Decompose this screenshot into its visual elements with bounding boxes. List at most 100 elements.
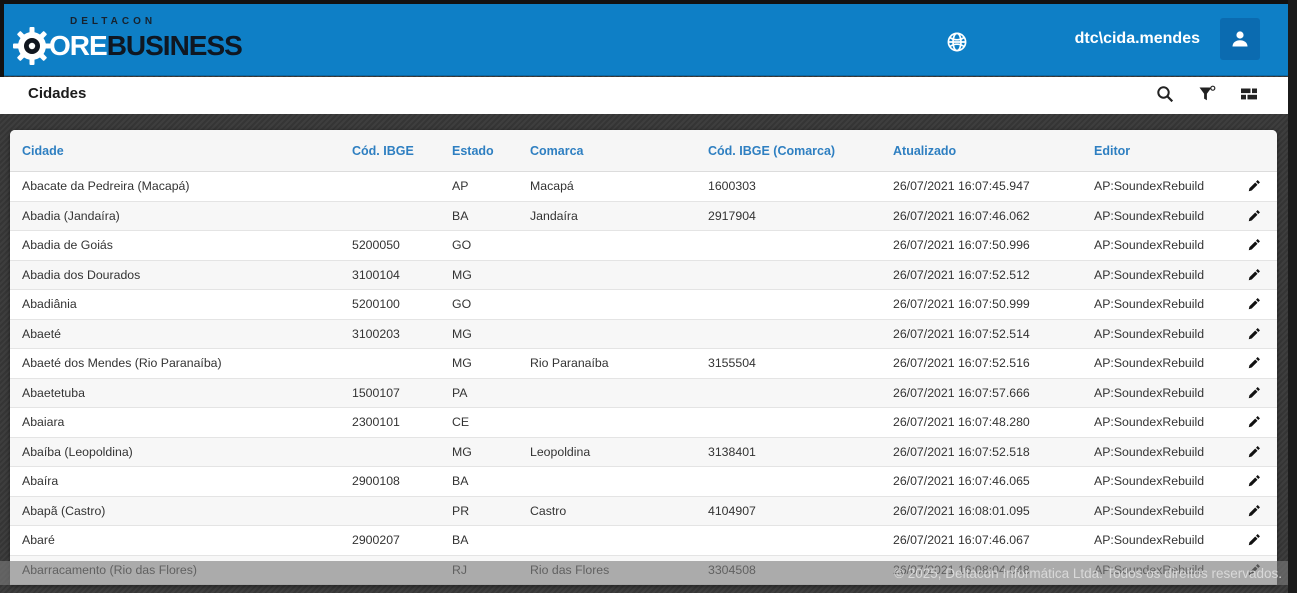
cell-cod-ibge: 5200050 (352, 238, 400, 253)
table-row[interactable]: Abaíba (Leopoldina) MG Leopoldina 313840… (10, 437, 1277, 467)
table-row[interactable]: Abaíra 2900108 BA 26/07/2021 16:07:46.06… (10, 467, 1277, 497)
cell-atualizado: 26/07/2021 16:07:46.065 (893, 474, 1030, 489)
brand-business-text: BUSINESS (106, 30, 243, 61)
cell-cidade: Abadia (Jandaíra) (22, 208, 120, 223)
cell-estado: MG (452, 326, 472, 341)
edit-icon[interactable] (1247, 474, 1261, 488)
table-row[interactable]: Abaiara 2300101 CE 26/07/2021 16:07:48.2… (10, 408, 1277, 438)
cell-editor: AP:SoundexRebuild (1094, 474, 1205, 489)
filter-icon[interactable] (1198, 85, 1216, 103)
cell-estado: BA (452, 474, 469, 489)
cell-cidade: Abaiara (22, 415, 65, 430)
cell-cod-ibge: 2300101 (352, 415, 400, 430)
column-header-atualizado[interactable]: Atualizado (893, 143, 957, 158)
cell-cidade: Abaíra (22, 474, 59, 489)
table-row[interactable]: Abadia (Jandaíra) BA Jandaíra 2917904 26… (10, 201, 1277, 231)
cell-cidade: Abadia dos Dourados (22, 267, 141, 282)
edit-icon[interactable] (1247, 238, 1261, 252)
cell-editor: AP:SoundexRebuild (1094, 533, 1205, 548)
cell-cidade: Abaré (22, 533, 55, 548)
cell-atualizado: 26/07/2021 16:07:50.996 (893, 238, 1030, 253)
cell-editor: AP:SoundexRebuild (1094, 503, 1205, 518)
cell-atualizado: 26/07/2021 16:08:01.095 (893, 503, 1030, 518)
table-row[interactable]: Abadiânia 5200100 GO 26/07/2021 16:07:50… (10, 290, 1277, 320)
table-row[interactable]: Abapã (Castro) PR Castro 4104907 26/07/2… (10, 496, 1277, 526)
edit-icon[interactable] (1247, 179, 1261, 193)
cell-atualizado: 26/07/2021 16:07:57.666 (893, 385, 1030, 400)
gear-logo-icon (13, 27, 51, 65)
cell-editor: AP:SoundexRebuild (1094, 444, 1205, 459)
table-row[interactable]: Abacate da Pedreira (Macapá) AP Macapá 1… (10, 172, 1277, 202)
user-menu-button[interactable] (1220, 18, 1260, 60)
cell-cod-ibge: 3100203 (352, 326, 400, 341)
cell-cod-ibge: 3100104 (352, 267, 400, 282)
edit-icon[interactable] (1247, 297, 1261, 311)
cell-cidade: Abaeté (22, 326, 61, 341)
edit-icon[interactable] (1247, 268, 1261, 282)
cell-atualizado: 26/07/2021 16:07:48.280 (893, 415, 1030, 430)
cell-editor: AP:SoundexRebuild (1094, 179, 1205, 194)
cell-editor: AP:SoundexRebuild (1094, 238, 1205, 253)
cell-cidade: Abacate da Pedreira (Macapá) (22, 179, 190, 194)
cell-cod-ibge-comarca: 1600303 (708, 179, 756, 194)
edit-icon[interactable] (1247, 415, 1261, 429)
edit-icon[interactable] (1247, 533, 1261, 547)
cell-editor: AP:SoundexRebuild (1094, 208, 1205, 223)
cell-editor: AP:SoundexRebuild (1094, 267, 1205, 282)
cell-estado: PA (452, 385, 468, 400)
table-row[interactable]: Abadia dos Dourados 3100104 MG 26/07/202… (10, 260, 1277, 290)
table-row[interactable]: Abaetetuba 1500107 PA 26/07/2021 16:07:5… (10, 378, 1277, 408)
edit-icon[interactable] (1247, 327, 1261, 341)
table-row[interactable]: Abaré 2900207 BA 26/07/2021 16:07:46.067… (10, 526, 1277, 556)
cell-cod-ibge: 2900207 (352, 533, 400, 548)
globe-icon[interactable] (946, 31, 968, 53)
column-header-estado[interactable]: Estado (452, 143, 494, 158)
column-header-cod-ibge[interactable]: Cód. IBGE (352, 143, 414, 158)
app-header: DELTACON (0, 4, 1288, 76)
table-header-row: Cidade Cód. IBGE Estado Comarca Cód. IBG… (10, 130, 1277, 172)
cell-estado: MG (452, 356, 472, 371)
window-edge-top (0, 0, 1297, 4)
corebusiness-logo[interactable]: DELTACON (10, 14, 243, 70)
cell-cidade: Abaetetuba (22, 385, 85, 400)
cell-cidade: Abadiânia (22, 297, 77, 312)
cell-atualizado: 26/07/2021 16:07:46.067 (893, 533, 1030, 548)
cell-comarca: Leopoldina (530, 444, 591, 459)
cell-cidade: Abaíba (Leopoldina) (22, 444, 133, 459)
cell-comarca: Jandaíra (530, 208, 578, 223)
cell-estado: BA (452, 208, 469, 223)
cell-atualizado: 26/07/2021 16:07:52.518 (893, 444, 1030, 459)
cell-cidade: Abapã (Castro) (22, 503, 106, 518)
column-header-cod-ibge-comarca[interactable]: Cód. IBGE (Comarca) (708, 143, 836, 158)
search-icon[interactable] (1156, 85, 1174, 103)
edit-icon[interactable] (1247, 504, 1261, 518)
column-header-editor[interactable]: Editor (1094, 143, 1131, 158)
cell-cidade: Abadia de Goiás (22, 238, 113, 253)
cell-cod-ibge: 2900108 (352, 474, 400, 489)
edit-icon[interactable] (1247, 209, 1261, 223)
table-row[interactable]: Abaeté dos Mendes (Rio Paranaíba) MG Rio… (10, 349, 1277, 379)
edit-icon[interactable] (1247, 356, 1261, 370)
cell-atualizado: 26/07/2021 16:07:45.947 (893, 179, 1030, 194)
brand-core-text: ORE (49, 30, 108, 61)
cell-atualizado: 26/07/2021 16:07:46.062 (893, 208, 1030, 223)
cell-comarca: Macapá (530, 179, 574, 194)
cell-editor: AP:SoundexRebuild (1094, 297, 1205, 312)
cell-cod-ibge: 1500107 (352, 385, 400, 400)
edit-icon[interactable] (1247, 445, 1261, 459)
edit-icon[interactable] (1247, 386, 1261, 400)
cell-estado: GO (452, 297, 472, 312)
table-row[interactable]: Abaeté 3100203 MG 26/07/2021 16:07:52.51… (10, 319, 1277, 349)
user-icon (1232, 31, 1248, 47)
cell-cod-ibge-comarca: 3138401 (708, 444, 756, 459)
grid-layout-icon[interactable] (1240, 85, 1258, 103)
page-title: Cidades (28, 85, 87, 102)
cell-editor: AP:SoundexRebuild (1094, 385, 1205, 400)
cities-table-card: Cidade Cód. IBGE Estado Comarca Cód. IBG… (10, 130, 1277, 585)
window-edge-right (1288, 0, 1297, 593)
column-header-cidade[interactable]: Cidade (22, 143, 64, 158)
cell-estado: AP (452, 179, 469, 194)
table-row[interactable]: Abadia de Goiás 5200050 GO 26/07/2021 16… (10, 231, 1277, 261)
column-header-comarca[interactable]: Comarca (530, 143, 584, 158)
cell-atualizado: 26/07/2021 16:07:52.514 (893, 326, 1030, 341)
